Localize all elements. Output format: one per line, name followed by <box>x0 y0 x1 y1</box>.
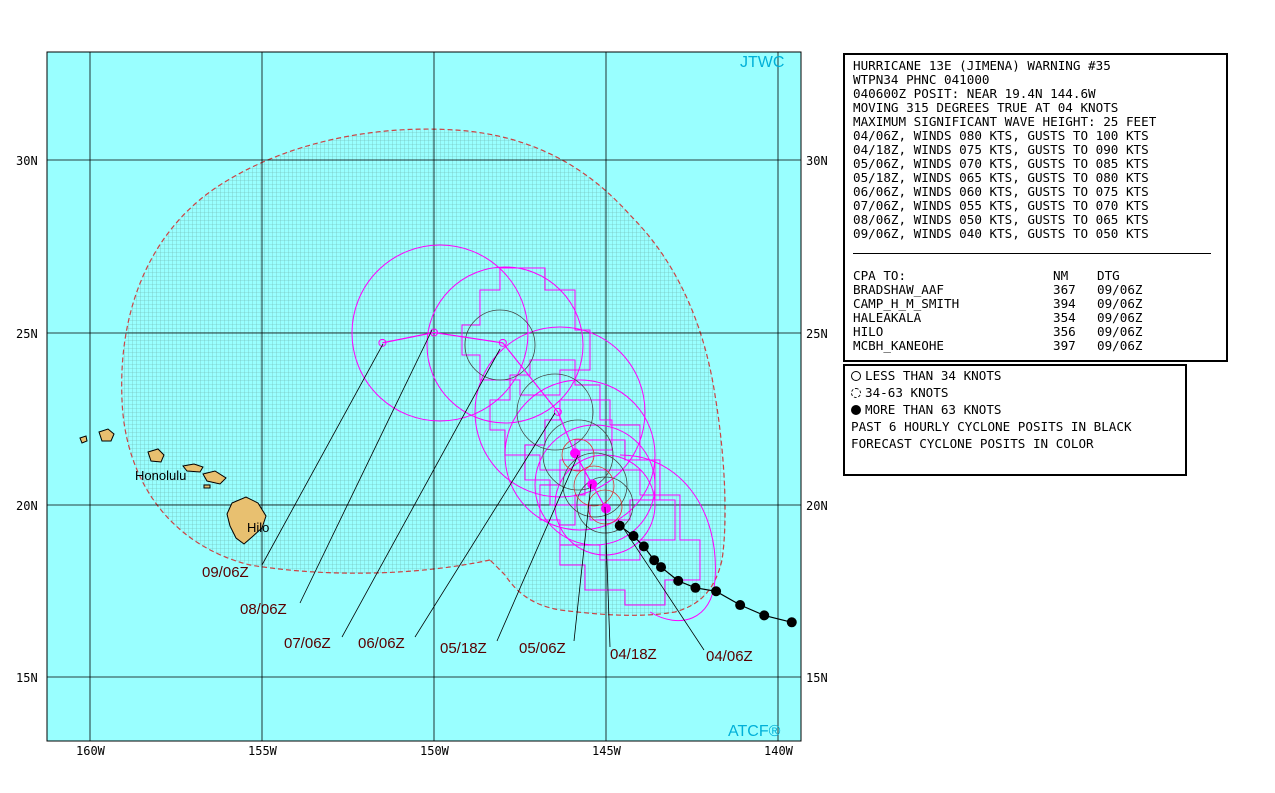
leader-line <box>414 412 556 638</box>
storm-map: Honolulu Hilo <box>16 51 828 758</box>
forecast-label-0506z: 05/06Z <box>519 640 566 657</box>
leader-line <box>573 483 592 642</box>
forecast-position-marker <box>378 338 387 347</box>
forecast-position-marker <box>553 407 562 416</box>
lon-label-160w: 160W <box>76 744 106 758</box>
lat-label-25n-right: 25N <box>806 327 828 341</box>
legend-past-note: PAST 6 HOURLY CYCLONE POSITS IN BLACK <box>851 419 1132 434</box>
lat-label-20n-right: 20N <box>806 499 828 513</box>
cpa-row: BRADSHAW_AAF 367 09/06Z <box>853 282 1143 297</box>
lat-label-15n-left: 15N <box>16 671 38 685</box>
forecast-label-0906z: 09/06Z <box>202 564 249 581</box>
cpa-table: CPA TO: NM DTG BRADSHAW_AAF 367 09/06Z CAMP_H… <box>853 269 1177 353</box>
forecast-label-0518z: 05/18Z <box>440 640 487 657</box>
forecast-position-marker <box>587 479 598 490</box>
leader-line <box>496 454 579 642</box>
lat-label-30n-right: 30N <box>806 154 828 168</box>
past-position-marker <box>638 541 649 552</box>
tropical-storm-icon <box>851 388 861 398</box>
forecast-label-0418z: 04/18Z <box>610 646 657 663</box>
past-position-marker <box>656 562 667 573</box>
leader-line <box>617 519 705 651</box>
cpa-header: CPA TO: NM DTG <box>853 268 1120 283</box>
past-position-marker <box>759 610 770 621</box>
lon-label-140w: 140W <box>764 744 794 758</box>
circle-open-icon <box>851 371 861 381</box>
lon-label-155w: 155W <box>248 744 278 758</box>
cpa-row: MCBH_KANEOHE 397 09/06Z <box>853 338 1143 353</box>
cpa-row: CAMP_H_M_SMITH 394 09/06Z <box>853 296 1143 311</box>
legend-34-63: 34-63 KNOTS <box>851 385 948 400</box>
danger-area <box>121 128 726 616</box>
warning-panel: HURRICANE 13E (JIMENA) WARNING #35 WTPN3… <box>843 53 1228 362</box>
forecast-position-marker <box>498 338 507 347</box>
past-position-marker <box>614 520 625 531</box>
lat-label-15n-right: 15N <box>806 671 828 685</box>
legend-more-63: MORE THAN 63 KNOTS <box>851 402 1001 417</box>
leader-line <box>341 348 501 638</box>
jtwc-label: JTWC <box>740 54 784 71</box>
city-honolulu: Honolulu <box>135 468 186 483</box>
past-position-marker <box>628 531 639 542</box>
forecast-label-0406z: 04/06Z <box>706 648 753 665</box>
past-position-marker <box>649 555 660 566</box>
hawaiian-islands <box>79 428 267 545</box>
forecast-position-marker <box>601 503 611 514</box>
cpa-row: HALEAKALA 354 09/06Z <box>853 310 1143 325</box>
past-position-marker <box>673 575 684 586</box>
hurricane-icon <box>851 405 861 415</box>
lat-label-30n-left: 30N <box>16 154 38 168</box>
lon-label-150w: 150W <box>420 744 450 758</box>
past-position-marker <box>711 586 722 597</box>
warning-divider <box>853 253 1211 254</box>
forecast-label-0606z: 06/06Z <box>358 635 405 652</box>
past-track <box>614 520 797 628</box>
past-position-marker <box>735 600 746 611</box>
forecast-label-0706z: 07/06Z <box>284 635 331 652</box>
leader-line <box>299 329 433 604</box>
legend-less-34: LESS THAN 34 KNOTS <box>851 368 1001 383</box>
lat-label-20n-left: 20N <box>16 499 38 513</box>
legend-forecast-note: FORECAST CYCLONE POSITS IN COLOR <box>851 436 1094 451</box>
atcf-label: ATCF® <box>728 723 781 740</box>
legend-panel: LESS THAN 34 KNOTS 34-63 KNOTS MORE THAN… <box>843 364 1187 476</box>
cpa-row: HILO 356 09/06Z <box>853 324 1143 339</box>
past-position-marker <box>786 617 797 628</box>
city-hilo: Hilo <box>247 520 269 535</box>
leader-line <box>604 506 611 648</box>
lon-label-145w: 145W <box>592 744 622 758</box>
forecast-position-marker <box>570 448 581 459</box>
forecast-label-leaders <box>261 329 705 651</box>
forecast-label-0806z: 08/06Z <box>240 601 287 618</box>
warning-lines: HURRICANE 13E (JIMENA) WARNING #35 WTPN3… <box>853 58 1157 241</box>
leader-line <box>261 343 384 566</box>
lat-label-25n-left: 25N <box>16 327 38 341</box>
past-position-marker <box>690 582 701 593</box>
